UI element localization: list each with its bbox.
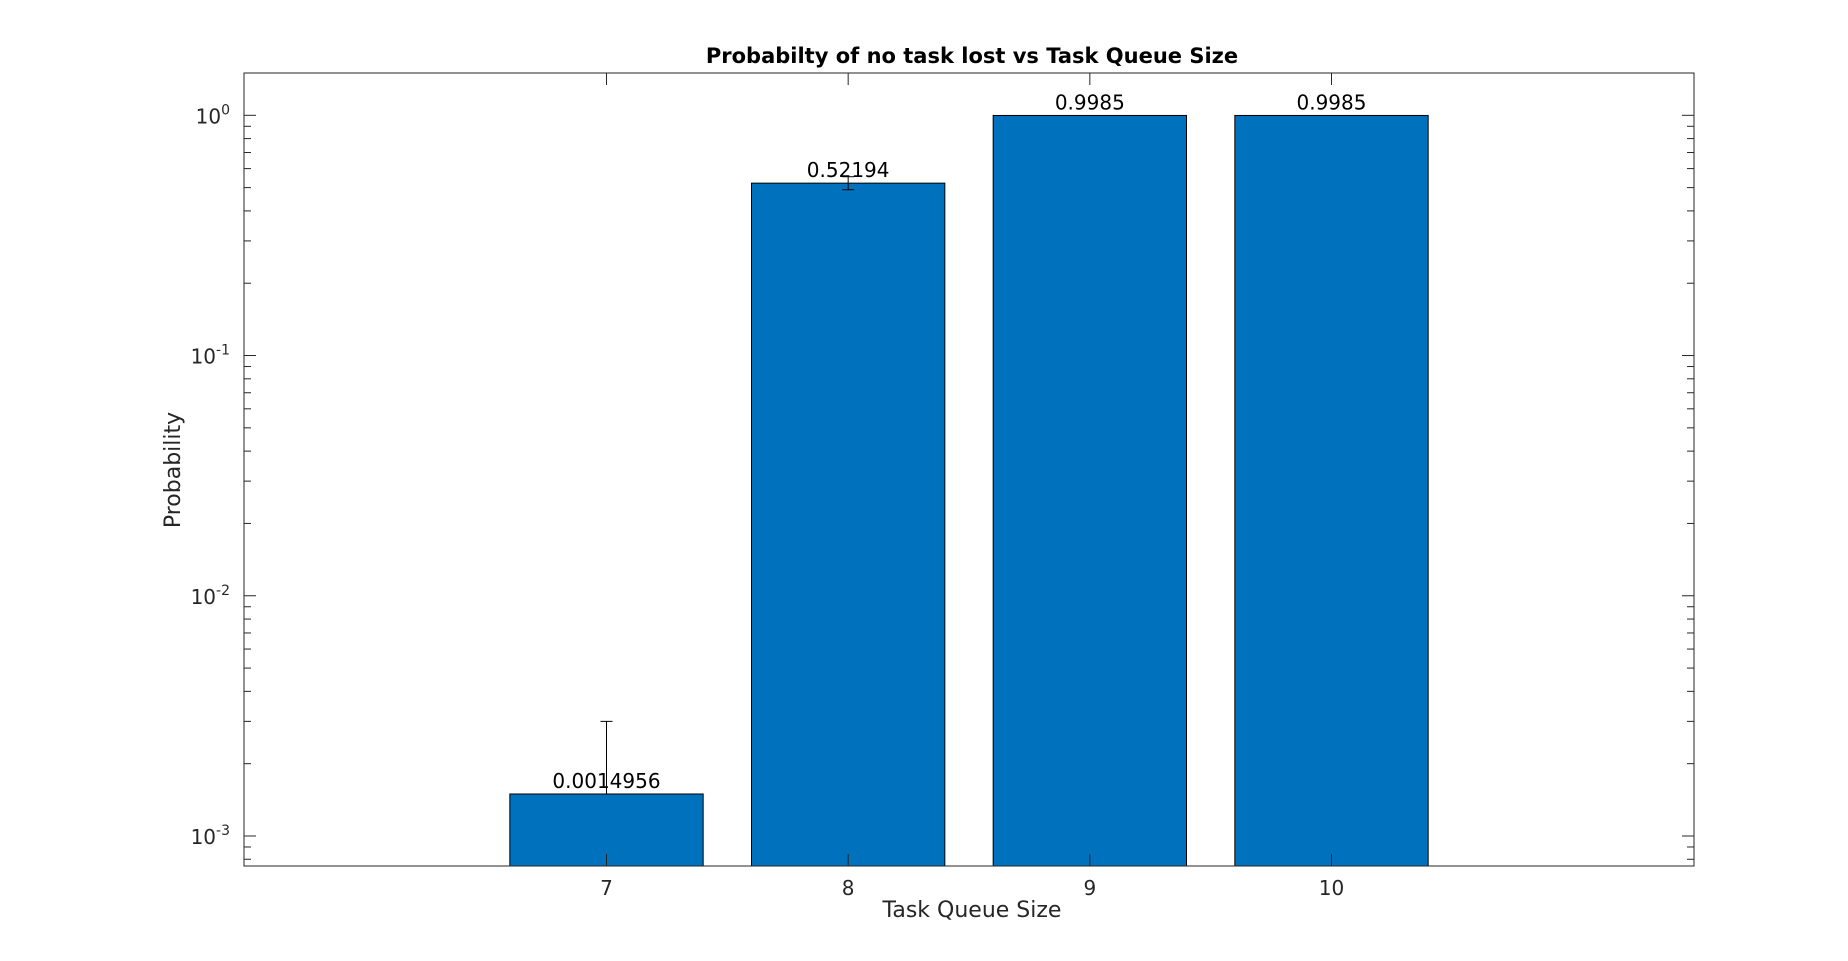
y-tick-label-0: 100: [196, 102, 230, 128]
data-label-7: 0.0014956: [552, 769, 660, 793]
bar-9: [992, 114, 1188, 867]
data-label-9: 0.9985: [1055, 90, 1125, 114]
bars: [509, 114, 1429, 867]
error-bar-8: [842, 176, 855, 191]
data-labels: 0.0014956 0.52194 0.9985 0.9985: [552, 90, 1366, 793]
x-axis-label: Task Queue Size: [882, 898, 1062, 923]
x-tick-label-9: 9: [1083, 876, 1096, 900]
error-bars: [600, 176, 855, 795]
data-label-10: 0.9985: [1297, 90, 1367, 114]
error-bar-7: [600, 720, 613, 795]
y-axis-label: Probability: [161, 412, 186, 528]
x-tick-label-10: 10: [1319, 876, 1344, 900]
y-tick-label--2: 10-2: [191, 583, 230, 609]
y-tick-label--1: 10-1: [191, 343, 230, 369]
x-tick-label-8: 8: [842, 876, 855, 900]
data-label-8: 0.52194: [807, 158, 890, 182]
bar-7: [509, 793, 704, 867]
y-tick-label--3: 10-3: [191, 823, 230, 849]
axes: 7 8 9 10 10-3 10-2 10-1 100: [191, 72, 1695, 900]
plot-frame: [243, 72, 1695, 867]
x-tick-label-7: 7: [600, 876, 613, 900]
chart-title: Probabilty of no task lost vs Task Queue…: [706, 44, 1238, 68]
bar-10: [1234, 114, 1429, 867]
bar-8: [751, 182, 946, 867]
